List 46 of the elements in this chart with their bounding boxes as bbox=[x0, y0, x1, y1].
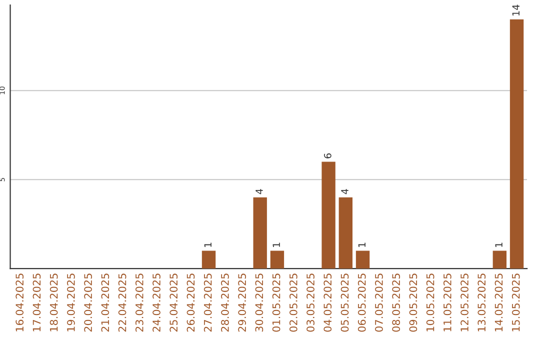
x-tick-label: 01.05.2025 bbox=[272, 274, 280, 332]
x-tick-label: 27.04.2025 bbox=[204, 274, 212, 332]
x-tick-label: 10.05.2025 bbox=[426, 274, 434, 332]
bar bbox=[270, 250, 284, 269]
x-tick-label: 06.05.2025 bbox=[358, 274, 366, 332]
x-tick-label: 02.05.2025 bbox=[289, 274, 298, 332]
bar bbox=[510, 19, 524, 269]
bar bbox=[356, 250, 370, 269]
x-tick-label: 17.04.2025 bbox=[32, 274, 41, 332]
x-tick-label: 30.04.2025 bbox=[255, 274, 264, 332]
x-tick-label: 15.05.2025 bbox=[512, 274, 520, 332]
x-tick-label: 23.04.2025 bbox=[135, 274, 144, 332]
x-tick-label: 20.04.2025 bbox=[84, 274, 92, 332]
x-tick-label: 25.04.2025 bbox=[170, 274, 178, 332]
bar bbox=[202, 250, 216, 269]
x-tick-label: 09.05.2025 bbox=[409, 274, 418, 332]
x-tick-label: 21.04.2025 bbox=[101, 274, 110, 332]
x-tick-label: 26.04.2025 bbox=[186, 274, 195, 332]
x-tick-label: 03.05.2025 bbox=[306, 274, 314, 332]
data-label: 1 bbox=[495, 242, 502, 247]
data-label: 4 bbox=[341, 188, 348, 194]
bar bbox=[338, 197, 352, 269]
x-tick-label: 19.04.2025 bbox=[67, 274, 75, 332]
x-tick-label: 05.05.2025 bbox=[340, 274, 349, 332]
data-label: 4 bbox=[256, 188, 263, 194]
x-tick-label: 18.04.2025 bbox=[50, 274, 58, 332]
bar bbox=[253, 197, 267, 269]
data-label: 1 bbox=[204, 242, 212, 247]
x-tick-label: 29.04.2025 bbox=[238, 274, 246, 332]
x-tick-label: 12.05.2025 bbox=[460, 274, 468, 332]
x-tick-label: 04.05.2025 bbox=[324, 274, 332, 332]
x-tick-label: 22.04.2025 bbox=[118, 274, 126, 332]
x-tick-label: 16.04.2025 bbox=[16, 274, 24, 332]
bar bbox=[322, 162, 336, 269]
data-label: 6 bbox=[324, 153, 332, 158]
x-tick-label: 08.05.2025 bbox=[392, 274, 400, 332]
data-label: 1 bbox=[358, 242, 366, 247]
x-tick-label: 11.05.2025 bbox=[443, 274, 452, 332]
x-tick-label: 28.04.2025 bbox=[221, 274, 229, 332]
x-tick-label: 07.05.2025 bbox=[375, 274, 383, 332]
data-label: 14 bbox=[512, 4, 520, 16]
data-label: 1 bbox=[272, 242, 280, 247]
bar bbox=[492, 250, 507, 269]
x-tick-label: 13.05.2025 bbox=[478, 274, 486, 332]
x-tick-label: 24.04.2025 bbox=[152, 274, 160, 332]
x-tick-label: 14.05.2025 bbox=[494, 274, 503, 332]
